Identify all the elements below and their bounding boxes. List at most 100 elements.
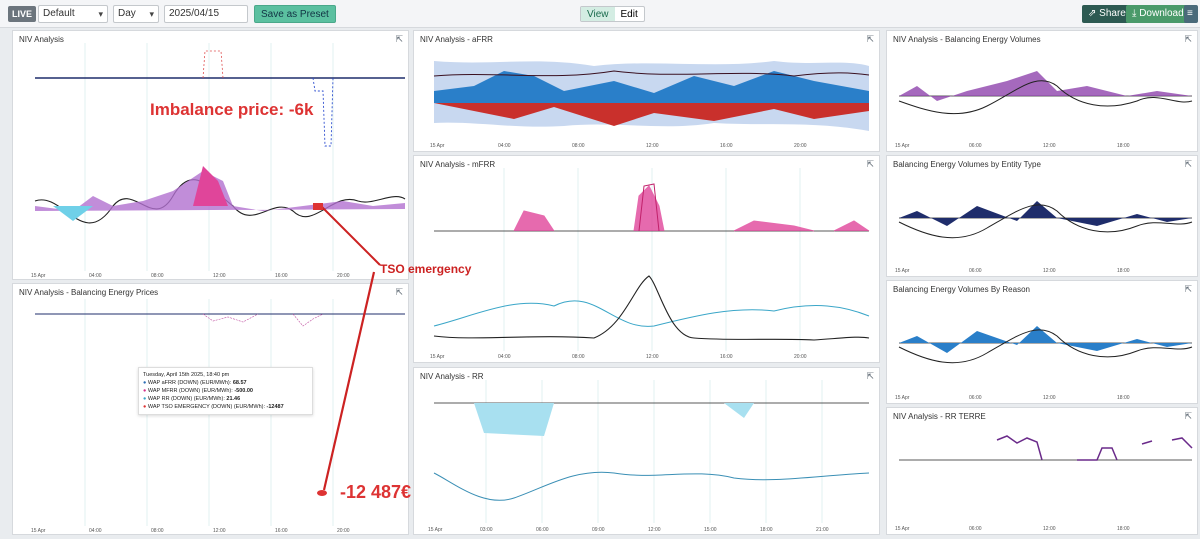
x-tick: 20:00 [337, 528, 350, 534]
preset-value: Default [43, 8, 75, 19]
reason-niv-line [898, 329, 1193, 364]
x-tick: 06:00 [969, 143, 982, 149]
menu-button[interactable]: ≡ [1184, 5, 1198, 23]
x-tick: 12:00 [648, 527, 661, 533]
x-tick: 20:00 [794, 143, 807, 149]
rr-terre-line [996, 435, 1193, 461]
chart-tooltip: Tuesday, April 15th 2025, 18:40 pm ● WAP… [138, 367, 313, 415]
x-tick: 15 Apr [895, 395, 910, 401]
mfrr-chart: 15 Apr 04:00 08:00 12:00 16:00 20:00 [430, 168, 870, 360]
external-link-icon[interactable]: ⇱ [395, 287, 403, 297]
panel-title: Balancing Energy Volumes By Reason [893, 285, 1030, 294]
x-tick: 12:00 [1043, 143, 1056, 149]
mfrr-area [193, 166, 228, 206]
x-tick: 20:00 [337, 273, 350, 279]
spike-up-line [202, 50, 224, 79]
x-axis: 15 Apr 06:00 12:00 18:00 [895, 143, 1130, 149]
external-link-icon[interactable]: ⇱ [1184, 411, 1192, 421]
rr-area [53, 206, 93, 221]
x-axis: 15 Apr 06:00 12:00 18:00 [895, 526, 1130, 532]
x-axis: 15 Apr 04:00 08:00 12:00 16:00 20:00 [31, 528, 350, 534]
x-tick: 18:00 [1117, 143, 1130, 149]
share-button[interactable]: ⇗ Share [1082, 5, 1132, 23]
tooltip-row: ● WAP MFRR (DOWN) (EUR/MWh): -500.00 [143, 388, 253, 394]
tooltip-label: WAP aFRR (DOWN) (EUR/MWh): [147, 380, 232, 386]
x-tick: 16:00 [720, 143, 733, 149]
period-value: Day [118, 8, 136, 19]
live-badge[interactable]: LIVE [8, 6, 37, 22]
x-tick: 03:00 [480, 527, 493, 533]
tooltip-row: ● WAP TSO EMERGENCY (DOWN) (EUR/MWh): -1… [143, 404, 284, 410]
tooltip-value: 21.46 [226, 396, 241, 402]
period-select[interactable]: Day ▾ [113, 5, 159, 23]
tooltip-label: WAP TSO EMERGENCY (DOWN) (EUR/MWh): [147, 404, 265, 410]
x-tick: 15 Apr [895, 143, 910, 149]
external-link-icon[interactable]: ⇱ [395, 34, 403, 44]
external-link-icon[interactable]: ⇱ [866, 159, 874, 169]
panel-title: NIV Analysis - RR TERRE [893, 412, 986, 421]
panel-balancing-energy-volumes: NIV Analysis - Balancing Energy Volumes … [886, 30, 1198, 152]
x-tick: 16:00 [720, 354, 733, 360]
external-link-icon[interactable]: ⇱ [1184, 34, 1192, 44]
menu-icon: ≡ [1187, 8, 1193, 19]
x-tick: 15 Apr [430, 143, 445, 149]
x-tick: 06:00 [969, 526, 982, 532]
panel-title: NIV Analysis - RR [420, 372, 484, 381]
tooltip-value: 68.57 [232, 380, 247, 386]
x-axis: 15 Apr 06:00 12:00 18:00 [895, 395, 1130, 401]
external-link-icon[interactable]: ⇱ [866, 371, 874, 381]
panel-title: NIV Analysis - mFRR [420, 160, 496, 169]
rr-volume-line [433, 471, 870, 501]
imbalance-annotation: Imbalance price: -6k [150, 100, 314, 119]
x-tick: 08:00 [572, 354, 585, 360]
download-button[interactable]: ⤓ Download [1126, 5, 1190, 23]
x-tick: 15 Apr [31, 273, 46, 279]
x-tick: 12:00 [1043, 268, 1056, 274]
spike-down-line [312, 77, 334, 147]
tooltip-date: Tuesday, April 15th 2025, 18:40 pm [143, 372, 230, 378]
panel-title: NIV Analysis - Balancing Energy Prices [19, 288, 159, 297]
x-axis: 15 Apr 04:00 08:00 12:00 16:00 20:00 [31, 273, 350, 279]
reason-area [899, 326, 1192, 353]
rr-area [474, 403, 754, 436]
afrr-down-area [434, 103, 869, 126]
view-button[interactable]: View [581, 7, 615, 21]
x-tick: 09:00 [592, 527, 605, 533]
edit-button[interactable]: Edit [620, 9, 638, 20]
external-link-icon[interactable]: ⇱ [1184, 159, 1192, 169]
entity-niv-line [898, 204, 1193, 239]
afrr-up-area [434, 71, 869, 103]
x-tick: 06:00 [969, 268, 982, 274]
x-tick: 18:00 [760, 527, 773, 533]
external-link-icon[interactable]: ⇱ [866, 34, 874, 44]
x-tick: 18:00 [1117, 268, 1130, 274]
tooltip-value: -12487 [266, 404, 284, 410]
x-tick: 08:00 [572, 143, 585, 149]
mfrr-volume-line [433, 300, 870, 327]
x-tick: 04:00 [498, 354, 511, 360]
x-tick: 06:00 [969, 395, 982, 401]
preset-select[interactable]: Default ▾ [38, 5, 108, 23]
niv-analysis-chart: 15 Apr 04:00 08:00 12:00 16:00 20:00 [31, 43, 406, 279]
tooltip-row: ● WAP aFRR (DOWN) (EUR/MWh): 68.57 [143, 380, 247, 386]
x-tick: 08:00 [151, 273, 164, 279]
x-axis: 15 Apr 03:00 06:00 09:00 12:00 15:00 18:… [428, 527, 829, 533]
panel-entity-type: Balancing Energy Volumes by Entity Type … [886, 155, 1198, 277]
x-axis: 15 Apr 04:00 08:00 12:00 16:00 20:00 [430, 354, 807, 360]
view-edit-toggle: View Edit [580, 6, 645, 22]
x-axis: 15 Apr 04:00 08:00 12:00 16:00 20:00 [430, 143, 807, 149]
external-link-icon[interactable]: ⇱ [1184, 284, 1192, 294]
panel-by-reason: Balancing Energy Volumes By Reason ⇱ 15 … [886, 280, 1198, 404]
x-tick: 16:00 [275, 528, 288, 534]
download-icon: ⤓ [1132, 8, 1140, 19]
panel-title: Balancing Energy Volumes by Entity Type [893, 160, 1041, 169]
mfrr-line [638, 183, 660, 232]
date-input[interactable]: 2025/04/15 [164, 5, 248, 23]
x-tick: 21:00 [816, 527, 829, 533]
volumes-niv-line [898, 80, 1193, 115]
afrr-chart: 15 Apr 04:00 08:00 12:00 16:00 20:00 [430, 61, 870, 149]
x-tick: 12:00 [646, 354, 659, 360]
date-value: 2025/04/15 [169, 8, 220, 19]
save-preset-button[interactable]: Save as Preset [254, 5, 336, 23]
tooltip-row: ● WAP RR (DOWN) (EUR/MWh): 21.46 [143, 396, 241, 402]
